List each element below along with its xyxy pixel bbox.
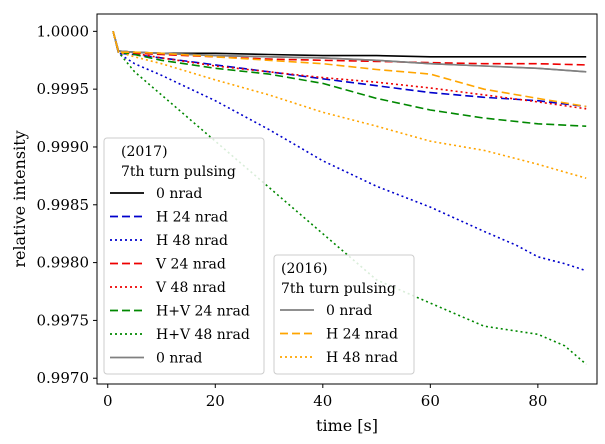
legend-entry-label: 0 nrad: [326, 303, 372, 319]
series-line-1: [112, 31, 587, 108]
legends: (2017) 7th turn pulsing 0 nrad H 24 nrad H 4…: [103, 137, 415, 375]
series-line-10: [112, 31, 587, 179]
legend-entry-label: V 24 nrad: [155, 257, 226, 273]
y-tick-label-0: 0.9970: [37, 369, 90, 387]
legend-entry-label: H 24 nrad: [326, 327, 398, 343]
x-tick-label-0: 0: [103, 392, 113, 410]
legend-title-line: 7th turn pulsing: [121, 164, 236, 180]
legend-entry-label: H+V 24 nrad: [156, 304, 250, 320]
legend-box: [103, 137, 265, 375]
x-axis-label: time [s]: [316, 416, 378, 435]
y-tick-label-1: 0.9975: [37, 311, 90, 329]
y-tick-label-6: 1.0000: [37, 22, 90, 40]
x-tick-label-1: 20: [206, 392, 225, 410]
legend-entry-label: 0 nrad: [156, 186, 202, 202]
x-tick-label-4: 80: [528, 392, 547, 410]
legend-entry-label: H 48 nrad: [156, 233, 228, 249]
series-line-2: [112, 31, 587, 272]
legend-entry-label: H+V 48 nrad: [156, 327, 250, 343]
y-axis: 0.9970 0.9975 0.9980 0.9985 0.9990 0.9995 1.00…: [37, 22, 97, 387]
series-line-9: [112, 31, 587, 108]
plot-lines: [112, 31, 587, 365]
y-tick-label-2: 0.9980: [37, 254, 90, 272]
legend-entry-label: V 48 nrad: [155, 280, 226, 296]
y-tick-label-4: 0.9990: [37, 138, 90, 156]
series-line-0: [112, 31, 587, 58]
legend-1: (2016) 7th turn pulsing 0 nrad H 24 nrad H 4…: [273, 254, 415, 375]
legend-title-line: (2017): [121, 144, 168, 160]
series-line-6: [112, 31, 587, 365]
plot-frame: [96, 13, 598, 385]
x-tick-label-2: 40: [313, 392, 332, 410]
legend-entry-label: H 48 nrad: [326, 350, 398, 366]
series-line-8: [112, 31, 587, 73]
legend-title-line: (2016): [281, 261, 328, 277]
x-tick-label-3: 60: [421, 392, 440, 410]
x-axis: 0 20 40 60 80: [103, 384, 547, 410]
y-tick-label-3: 0.9985: [37, 196, 90, 214]
legend-entry-label: H 24 nrad: [156, 210, 228, 226]
series-line-5: [112, 31, 587, 127]
y-tick-label-5: 0.9995: [37, 80, 90, 98]
y-axis-label: relative intensity: [10, 130, 29, 267]
legend-box: [273, 254, 415, 375]
legend-title-line: 7th turn pulsing: [281, 281, 396, 297]
series-line-3: [112, 31, 587, 66]
legend-0: (2017) 7th turn pulsing 0 nrad H 24 nrad H 4…: [103, 137, 265, 375]
series-line-4: [112, 31, 587, 110]
series-line-7: [112, 31, 587, 73]
legend-entry-label: 0 nrad: [156, 351, 202, 367]
